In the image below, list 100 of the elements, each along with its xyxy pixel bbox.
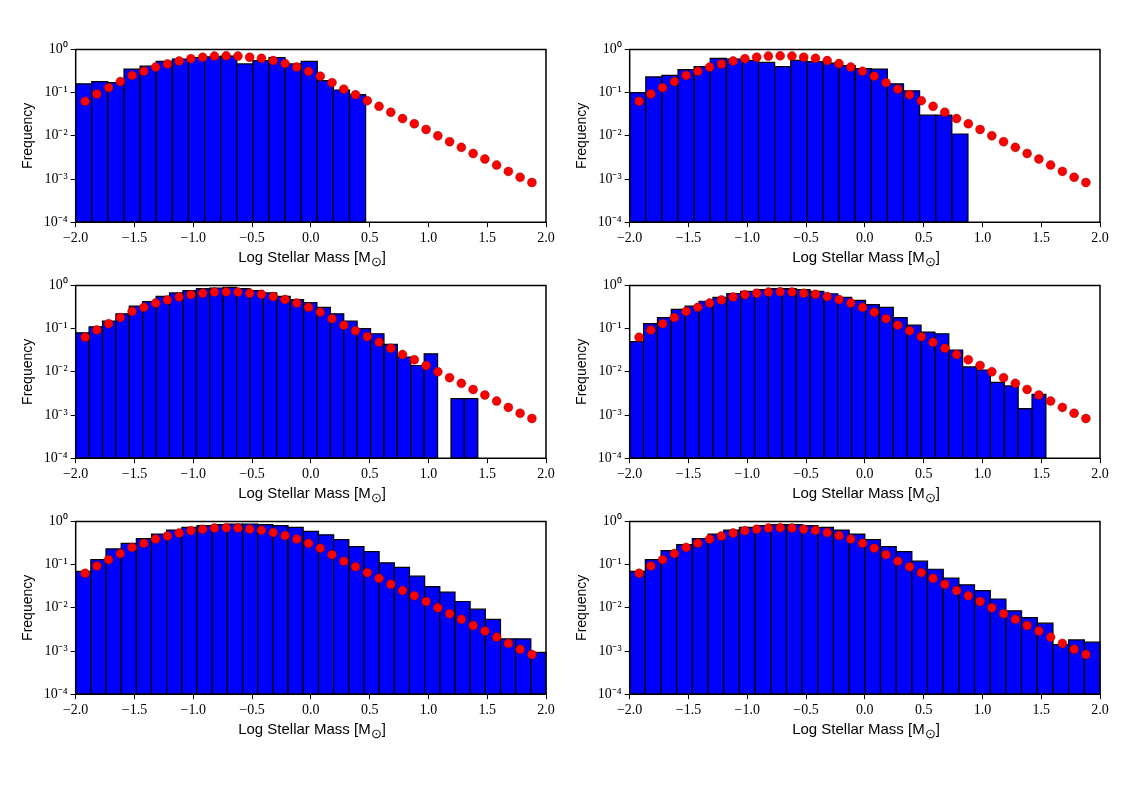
x-tick-label: −1.5	[675, 702, 702, 718]
point	[350, 325, 361, 336]
x-tick-label: −1.5	[675, 466, 702, 482]
y-tick-label: 10⁻²	[598, 599, 622, 615]
x-tick-label: 1.5	[478, 466, 496, 482]
point	[975, 124, 985, 135]
point	[892, 320, 903, 330]
point	[139, 66, 149, 77]
point	[904, 325, 915, 336]
point	[527, 413, 537, 424]
point	[657, 554, 668, 565]
point	[280, 294, 290, 305]
point	[503, 638, 514, 649]
x-tick-label: −2.0	[62, 230, 89, 246]
point	[244, 288, 255, 298]
x-tick-label: 1.0	[419, 702, 438, 718]
point	[940, 579, 950, 590]
point	[963, 118, 974, 129]
point	[845, 534, 856, 544]
point	[892, 84, 903, 94]
point	[327, 77, 337, 88]
point	[527, 177, 537, 188]
point	[728, 56, 738, 66]
point	[787, 523, 797, 533]
point	[951, 585, 962, 596]
y-tick-label: 10⁻³	[44, 406, 68, 422]
y-tick-label: 10⁻⁴	[597, 449, 622, 465]
x-tick-label: 1.5	[1032, 702, 1050, 718]
point	[338, 84, 349, 94]
x-tick-label: −2.0	[616, 230, 643, 246]
point	[728, 292, 738, 302]
point	[315, 307, 326, 317]
point	[1045, 632, 1056, 642]
point	[421, 360, 431, 371]
x-tick-label: 0.0	[302, 466, 320, 482]
point	[362, 95, 373, 106]
point	[775, 523, 785, 533]
point	[221, 51, 231, 61]
y-tick-label: 10⁻²	[44, 127, 68, 143]
point	[904, 561, 915, 572]
x-tick-label: 1.5	[1032, 466, 1050, 482]
point	[80, 332, 90, 343]
point	[338, 320, 349, 330]
point	[480, 626, 490, 636]
point	[233, 523, 243, 533]
y-tick-label: 10⁻⁴	[43, 213, 68, 229]
x-tick-label: −1.0	[180, 466, 206, 482]
point	[810, 289, 821, 300]
point	[1010, 142, 1021, 153]
point	[150, 298, 161, 308]
point	[362, 331, 373, 342]
x-tick-label: 1.0	[973, 466, 992, 482]
point	[162, 295, 173, 305]
point	[845, 62, 856, 72]
point	[456, 142, 467, 153]
x-tick-label: 1.0	[973, 230, 992, 246]
point	[468, 148, 478, 159]
point	[810, 525, 821, 536]
point	[233, 287, 243, 297]
point	[374, 101, 384, 112]
x-tick-label: 2.0	[537, 466, 555, 482]
x-tick-label: −2.0	[62, 466, 89, 482]
point	[998, 372, 1009, 383]
point	[951, 349, 962, 360]
point	[716, 531, 727, 541]
point	[139, 538, 149, 549]
point	[456, 378, 467, 389]
point	[704, 298, 715, 308]
x-axis-title: Log Stellar Mass [M$_{⊙}$]	[237, 248, 387, 269]
point	[646, 89, 656, 99]
x-axis-title: Log Stellar Mass [M$_{⊙}$]	[791, 720, 941, 741]
point	[728, 528, 738, 538]
point	[646, 561, 656, 571]
point	[916, 331, 927, 342]
point	[515, 644, 525, 655]
x-tick-label: 0.0	[302, 702, 320, 718]
x-tick-label: −1.0	[734, 230, 760, 246]
point	[127, 70, 137, 81]
point	[397, 585, 408, 596]
point	[244, 52, 255, 62]
x-tick-label: −0.5	[793, 466, 819, 482]
point	[798, 288, 809, 298]
point	[433, 131, 443, 141]
point	[987, 367, 997, 377]
y-tick-label: 10⁰	[48, 513, 68, 529]
point	[350, 89, 361, 100]
y-tick-label: 10⁰	[602, 41, 622, 57]
point	[233, 51, 243, 61]
x-tick-label: −0.5	[239, 230, 265, 246]
y-tick-label: 10⁻³	[44, 170, 68, 186]
point	[92, 325, 102, 335]
point	[857, 302, 868, 313]
point	[998, 608, 1009, 619]
x-tick-label: 2.0	[537, 230, 555, 246]
point	[468, 620, 478, 631]
point	[444, 372, 455, 383]
point	[1045, 160, 1056, 170]
point	[775, 287, 785, 297]
point	[751, 524, 762, 534]
x-tick-label: 0.0	[856, 702, 874, 718]
